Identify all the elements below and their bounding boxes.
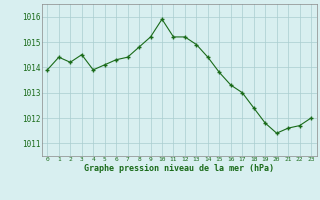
X-axis label: Graphe pression niveau de la mer (hPa): Graphe pression niveau de la mer (hPa) — [84, 164, 274, 173]
